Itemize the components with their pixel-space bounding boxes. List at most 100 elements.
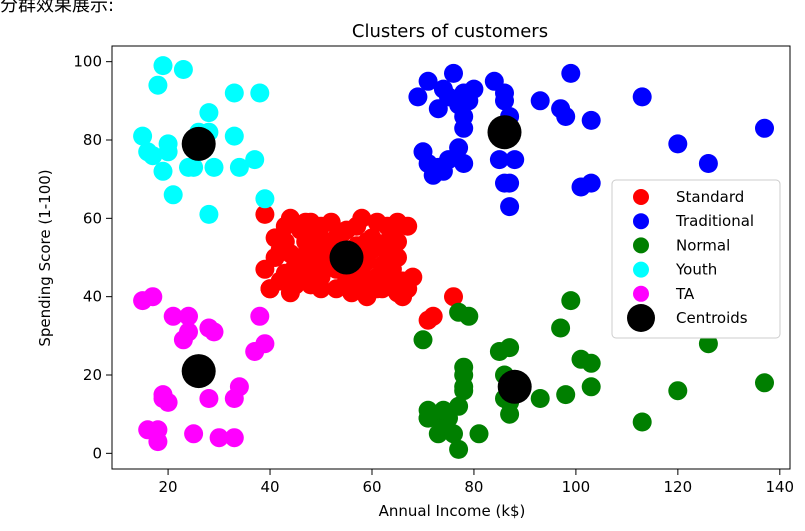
data-point: [632, 412, 652, 432]
series-ta: [133, 287, 275, 452]
data-point: [229, 377, 249, 397]
data-point: [403, 267, 423, 287]
legend-marker-traditional: [633, 213, 649, 230]
data-point: [449, 302, 469, 322]
data-point: [449, 138, 469, 158]
data-point: [393, 287, 413, 307]
data-point: [408, 87, 428, 107]
legend-marker-standard: [633, 189, 649, 205]
data-point: [224, 83, 244, 103]
data-point: [173, 60, 193, 79]
centroid-point: [329, 240, 364, 275]
data-point: [229, 157, 249, 177]
legend-label-youth: Youth: [675, 261, 717, 279]
x-axis-label: Annual Income (k$): [379, 502, 526, 520]
centroid-point: [487, 115, 522, 150]
data-point: [388, 232, 407, 252]
legend-label-traditional: Traditional: [675, 212, 754, 230]
x-axis-ticks: 20 40 60 80 100 120 140: [159, 469, 794, 496]
data-point: [398, 216, 418, 236]
legend-marker-centroids: [627, 304, 655, 332]
data-point: [388, 248, 407, 267]
data-point: [505, 150, 525, 170]
legend-label-standard: Standard: [676, 188, 744, 206]
data-point: [179, 306, 198, 326]
legend-box: [611, 179, 781, 339]
data-point: [500, 338, 520, 358]
data-point: [280, 283, 300, 303]
data-point: [581, 353, 601, 373]
data-point: [454, 118, 474, 138]
legend-marker-normal: [633, 237, 649, 254]
series-normal: [413, 291, 774, 459]
data-point: [418, 310, 438, 330]
data-point: [530, 389, 550, 408]
data-point: [561, 291, 581, 311]
legend-label-normal: Normal: [676, 236, 730, 254]
data-point: [199, 103, 219, 123]
data-point: [698, 154, 718, 173]
data-point: [199, 204, 219, 224]
data-point: [556, 385, 576, 405]
x-tick-label: 120: [664, 478, 693, 496]
data-point: [581, 377, 601, 397]
data-point: [250, 306, 270, 326]
data-point: [255, 334, 275, 354]
data-point: [224, 428, 244, 448]
y-tick-label: 20: [83, 366, 102, 384]
points-layer: [133, 56, 774, 459]
data-point: [449, 396, 469, 416]
series-centroids: [181, 115, 532, 404]
y-axis-ticks: 0 20 40 60 80 100: [73, 53, 112, 462]
y-tick-label: 40: [83, 288, 102, 306]
data-point: [245, 150, 265, 170]
legend-label-centroids: Centroids: [676, 309, 748, 327]
data-point: [158, 392, 178, 412]
data-point: [444, 287, 463, 307]
data-point: [581, 173, 601, 193]
data-point: [556, 107, 576, 126]
x-tick-label: 20: [159, 478, 178, 496]
data-point: [199, 389, 219, 408]
data-point: [153, 161, 173, 181]
legend-marker-ta: [633, 285, 649, 302]
data-point: [143, 287, 163, 307]
data-point: [698, 334, 718, 354]
data-point: [224, 126, 244, 146]
data-point: [449, 439, 469, 459]
y-axis-label: Spending Score (1-100): [36, 169, 54, 346]
data-point: [418, 408, 438, 428]
data-point: [255, 189, 275, 209]
x-tick-label: 140: [765, 478, 794, 496]
data-point: [418, 71, 438, 91]
data-point: [204, 322, 224, 342]
legend: Standard Traditional Normal Youth TA Centroid…: [611, 179, 781, 339]
data-point: [184, 157, 204, 177]
centroid-point: [181, 354, 216, 389]
data-point: [755, 373, 774, 393]
data-point: [352, 208, 372, 228]
data-point: [296, 259, 316, 279]
data-point: [500, 173, 520, 193]
x-tick-label: 40: [260, 478, 279, 496]
data-point: [372, 279, 392, 299]
centroid-point: [181, 126, 216, 161]
legend-marker-youth: [633, 261, 649, 278]
data-point: [153, 56, 173, 76]
x-tick-label: 100: [562, 478, 591, 496]
data-point: [444, 424, 463, 444]
data-point: [489, 150, 509, 170]
data-point: [158, 134, 178, 154]
data-point: [668, 381, 688, 401]
data-point: [179, 322, 198, 342]
data-point: [530, 91, 550, 111]
data-point: [454, 365, 474, 385]
data-point: [255, 204, 275, 224]
y-tick-label: 60: [83, 209, 102, 227]
data-point: [561, 63, 581, 83]
data-point: [632, 87, 652, 107]
data-point: [495, 91, 514, 111]
data-point: [148, 75, 168, 95]
data-point: [551, 318, 571, 338]
